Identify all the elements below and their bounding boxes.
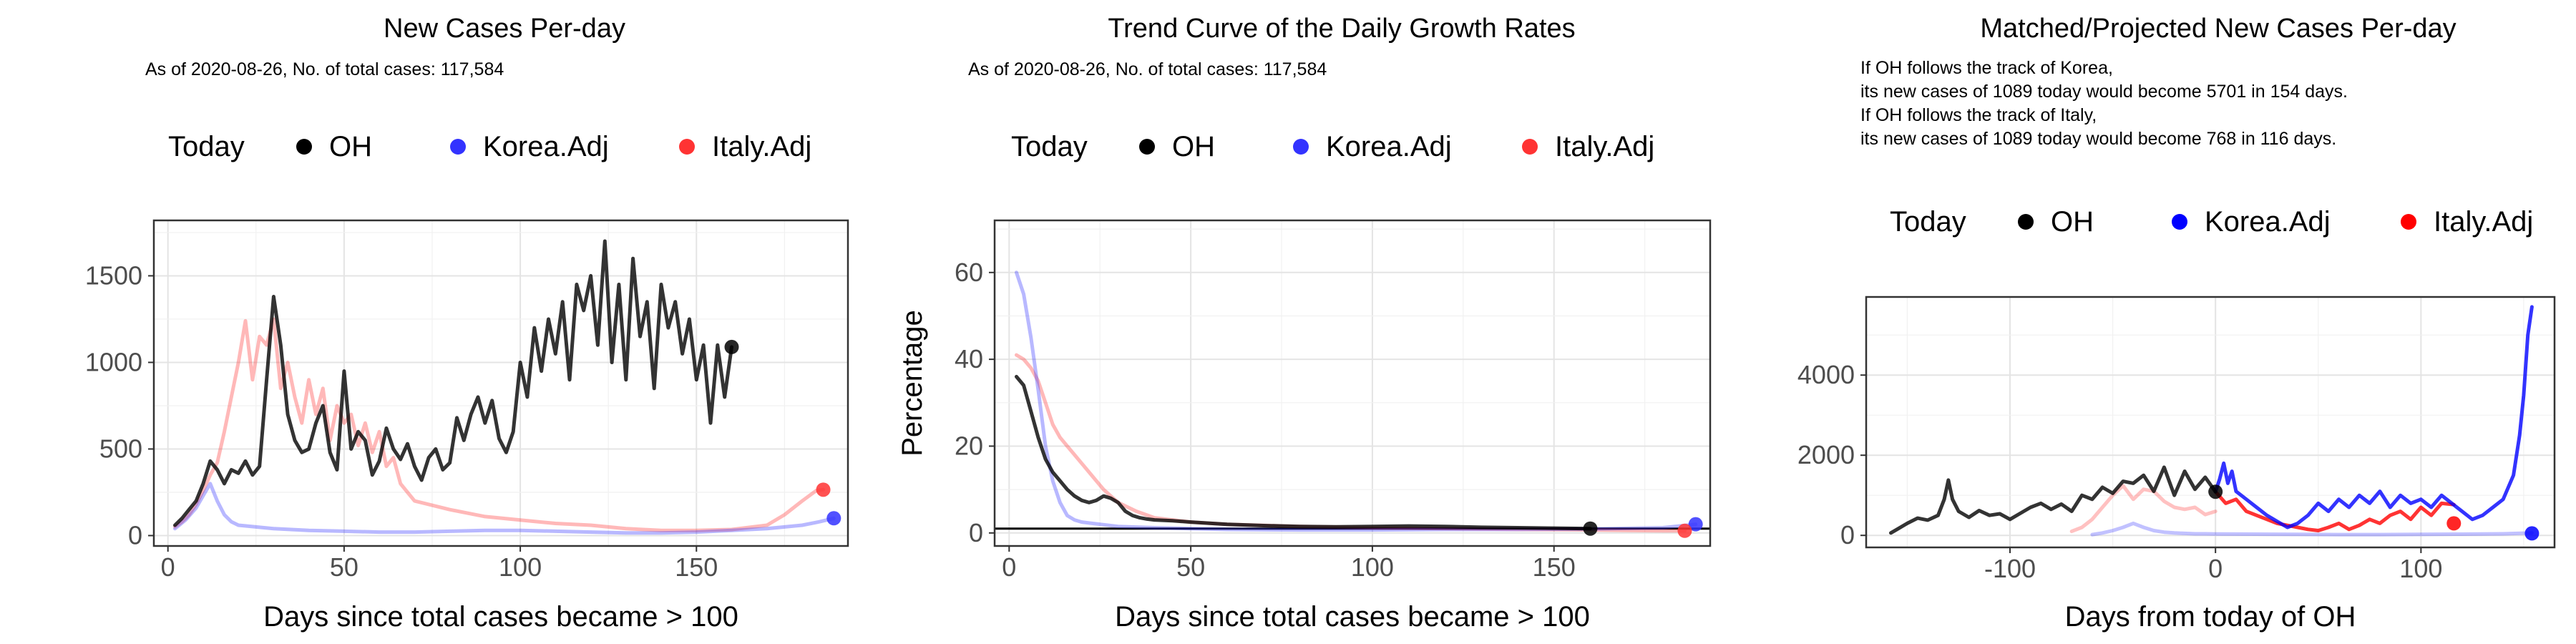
legend: Today OH Korea.Adj Italy.Adj [168, 131, 811, 162]
y-tick-label: 60 [955, 258, 983, 287]
x-tick-label: -100 [1984, 554, 2036, 583]
legend-label: Korea.Adj [2205, 206, 2331, 238]
series-line-oh [1015, 374, 1592, 531]
series-line-italy-adj-past [2069, 484, 2218, 534]
grid [995, 220, 1710, 546]
today-point-italy-adj [1677, 523, 1692, 538]
legend-label: Italy.Adj [2434, 206, 2533, 238]
legend-label: Italy.Adj [712, 131, 811, 162]
panel-title: New Cases Per-day [384, 14, 625, 44]
annotation-line: its new cases of 1089 today would become… [1860, 82, 2348, 102]
today-point-oh [1583, 521, 1598, 536]
legend-label: OH [2051, 206, 2094, 238]
panel-new-cases-per-day: New Cases Per-day As of 2020-08-26, No. o… [85, 14, 849, 633]
legend-swatch-italy-adj [1522, 139, 1538, 155]
plot-background [154, 220, 848, 546]
plot-background [995, 220, 1710, 546]
panel-subtitle: As of 2020-08-26, No. of total cases: 11… [968, 59, 1327, 79]
annotation-line: its new cases of 1089 today would become… [1860, 129, 2336, 149]
y-tick-label: 40 [955, 344, 983, 374]
legend-swatch-korea-adj [2172, 214, 2187, 230]
today-point-korea-adj [826, 511, 841, 526]
y-tick-label: 2000 [1797, 440, 1855, 469]
x-tick-label: 100 [2399, 554, 2442, 583]
series-line-italy-adj [2213, 489, 2456, 532]
today-point-italy-adj [2446, 516, 2462, 531]
today-point-oh [724, 339, 739, 354]
annotation-line: If OH follows the track of Korea, [1860, 58, 2113, 78]
legend-swatch-korea-adj [1293, 139, 1309, 155]
legend-label: OH [329, 131, 372, 162]
series-line-korea-adj [1015, 270, 1698, 532]
legend-title: Today [1011, 131, 1088, 162]
series-group [1015, 270, 1698, 533]
annotation-line: If OH follows the track of Italy, [1860, 105, 2097, 125]
today-point-oh [2208, 484, 2223, 499]
y-tick-label: 1000 [85, 347, 142, 376]
plot-border [1865, 296, 2556, 549]
today-point-korea-adj [1688, 517, 1703, 532]
panel-title: Matched/Projected New Cases Per-day [1980, 14, 2456, 44]
series-group [1889, 305, 2534, 537]
panel-growth-rate-trend: Trend Curve of the Daily Growth Rates As … [897, 14, 1712, 633]
legend-title: Today [168, 131, 245, 162]
legend: Today OH Korea.Adj Italy.Adj [1890, 206, 2533, 238]
legend-swatch-oh [2018, 214, 2034, 230]
legend-swatch-oh [1139, 139, 1155, 155]
panel-subtitle: As of 2020-08-26, No. of total cases: 11… [145, 59, 504, 79]
x-tick-label: 150 [675, 552, 718, 582]
legend-swatch-italy-adj [679, 139, 695, 155]
legend-title: Today [1890, 206, 1966, 238]
panel-matched-projected: Matched/Projected New Cases Per-day If OH… [1797, 14, 2556, 633]
plot-background [1866, 297, 2555, 547]
y-tick-label: 0 [969, 518, 983, 547]
legend-label: Korea.Adj [483, 131, 609, 162]
legend-label: OH [1172, 131, 1215, 162]
plot-border [993, 219, 1712, 547]
y-tick-label: 0 [128, 520, 142, 550]
y-tick-label: 4000 [1797, 360, 1855, 389]
x-axis-label: Days since total cases became > 100 [263, 601, 738, 633]
series-line-oh [1889, 465, 2218, 535]
series-line-oh [173, 239, 733, 527]
panel-title: Trend Curve of the Daily Growth Rates [1108, 14, 1575, 44]
series-line-korea-adj [2213, 305, 2534, 530]
x-axis-label: Days from today of OH [2065, 601, 2356, 633]
y-tick-label: 20 [955, 431, 983, 460]
x-axis-label: Days since total cases became > 100 [1115, 601, 1590, 633]
x-tick-label: 50 [1176, 552, 1205, 582]
x-tick-label: 100 [1351, 552, 1394, 582]
legend-swatch-korea-adj [450, 139, 466, 155]
x-tick-label: 0 [1002, 552, 1016, 582]
legend-swatch-italy-adj [2401, 214, 2416, 230]
series-line-korea-adj-past [2090, 521, 2534, 537]
y-tick-label: 0 [1840, 520, 1855, 550]
legend-label: Italy.Adj [1555, 131, 1654, 162]
today-point-korea-adj [2524, 526, 2540, 541]
series-line-korea-adj [173, 482, 836, 535]
y-axis-label: Percentage [897, 310, 928, 457]
legend: Today OH Korea.Adj Italy.Adj [1011, 131, 1654, 162]
today-point-italy-adj [816, 482, 831, 497]
x-tick-label: 50 [330, 552, 358, 582]
x-tick-label: 0 [161, 552, 175, 582]
series-line-italy-adj [173, 317, 825, 532]
legend-label: Korea.Adj [1326, 131, 1452, 162]
x-tick-label: 150 [1533, 552, 1576, 582]
y-tick-label: 500 [99, 434, 142, 463]
y-tick-label: 1500 [85, 260, 142, 290]
plot-border [152, 219, 849, 547]
x-tick-label: 100 [499, 552, 542, 582]
x-tick-label: 0 [2208, 554, 2223, 583]
legend-swatch-oh [296, 139, 312, 155]
series-group [173, 239, 836, 535]
